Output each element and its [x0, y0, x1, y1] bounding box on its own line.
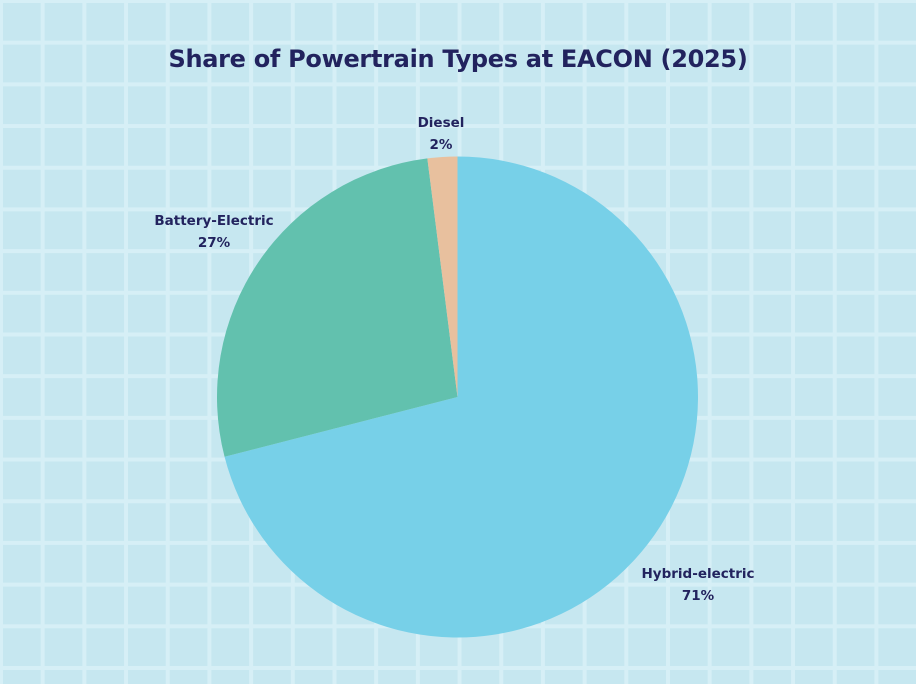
- chart-title: Share of Powertrain Types at EACON (2025…: [168, 45, 748, 73]
- slice-label-diesel: Diesel 2%: [418, 112, 465, 156]
- slice-percent: 27%: [197, 235, 231, 251]
- pie-slice-hybrid-electric: [224, 156, 698, 638]
- slice-name: Diesel: [417, 115, 465, 131]
- slice-percent: 71%: [681, 588, 715, 604]
- slice-label-battery-electric: Battery-Electric 27%: [154, 210, 273, 254]
- slice-percent: 2%: [429, 137, 453, 153]
- pie-slice-diesel: [427, 156, 458, 397]
- slice-name: Hybrid-electric: [641, 566, 755, 582]
- pie-slice-battery-electric: [217, 158, 458, 457]
- slice-label-hybrid-electric: Hybrid-electric 71%: [642, 563, 755, 607]
- slice-name: Battery-Electric: [154, 213, 274, 229]
